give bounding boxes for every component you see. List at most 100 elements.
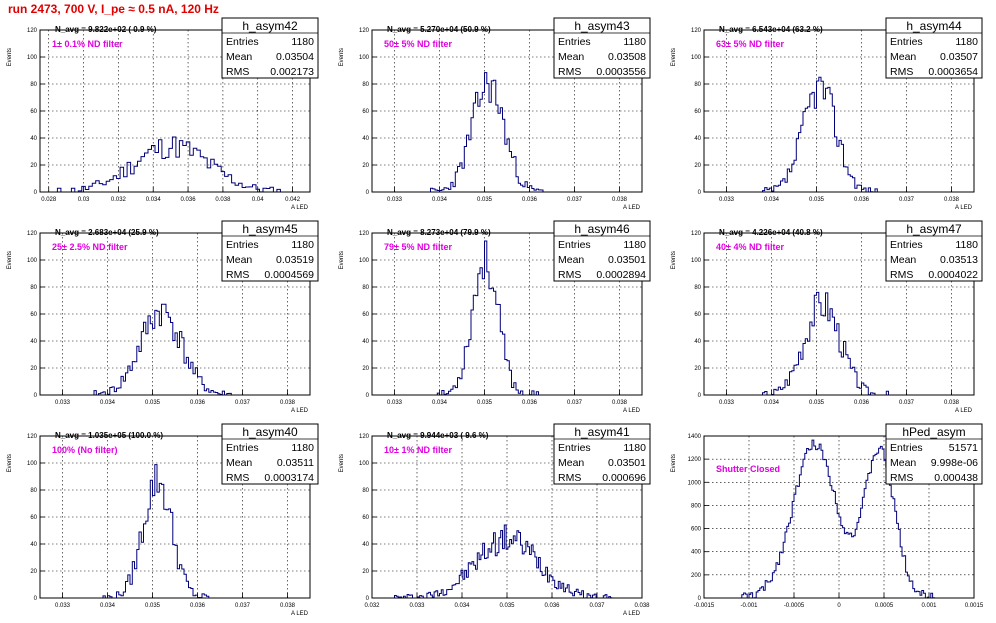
y-tick-label: 60 (30, 109, 37, 115)
stats-entries-label: Entries (558, 36, 591, 48)
stats-mean-value: 0.03519 (276, 254, 314, 266)
stats-mean-value: 0.03501 (608, 254, 646, 266)
n-avg-label: N_avg = 6.543e+04 (63.2 %) (719, 25, 823, 34)
y-tick-label: 20 (30, 569, 37, 575)
stats-mean-value: 0.03508 (608, 51, 646, 63)
stats-mean-label: Mean (890, 457, 916, 469)
y-tick-label: 40 (362, 136, 369, 142)
y-tick-label: 80 (694, 82, 701, 88)
page-title: run 2473, 700 V, I_pe ≈ 0.5 nA, 120 Hz (8, 2, 219, 16)
x-axis-label: A LED (291, 205, 309, 211)
histogram-plot: 0.033 0.034 0.035 0.036 0.037 0.038 0 20 40 60 80 1… (7, 220, 319, 414)
plot-frame (371, 435, 643, 599)
x-tick-label: 0.038 (280, 603, 296, 609)
histogram-plot: 0.033 0.034 0.035 0.036 0.037 0.038 0 20 40 60 80 1… (7, 423, 319, 617)
x-tick-label: 0.034 (432, 197, 448, 203)
x-tick-label: 0.037 (589, 603, 605, 609)
x-tick-label: 0.038 (215, 197, 231, 203)
stats-rms-value: 0.0002894 (596, 269, 646, 281)
y-tick-label: 0 (34, 393, 38, 399)
x-tick-label: 0.038 (944, 400, 960, 406)
y-tick-label: 40 (694, 339, 701, 345)
x-axis-label: A LED (291, 408, 309, 414)
x-tick-label: 0.036 (181, 197, 197, 203)
stats-box (221, 220, 319, 282)
stats-rms-label: RMS (558, 472, 581, 484)
x-tick-label: 0.033 (387, 197, 403, 203)
plot-frame (371, 232, 643, 396)
histogram-plot: 0.033 0.034 0.035 0.036 0.037 0.038 0 20 40 60 80 1… (671, 17, 983, 211)
stats-entries-value: 1180 (623, 239, 646, 251)
y-tick-label: 0 (34, 190, 38, 196)
stats-entries-value: 1180 (291, 36, 314, 48)
plot-frame (39, 232, 311, 396)
stats-entries-label: Entries (890, 36, 923, 48)
stats-rms-label: RMS (226, 472, 249, 484)
x-axis-label: A LED (291, 611, 309, 617)
histogram-plot: 0.033 0.034 0.035 0.036 0.037 0.038 0 20 40 60 80 1… (339, 17, 651, 211)
x-tick-label: 0.035 (809, 197, 825, 203)
histogram-bars (394, 524, 613, 599)
y-tick-label: 0 (698, 393, 702, 399)
plot-frame (371, 29, 643, 193)
y-tick-label: 120 (691, 28, 702, 34)
stats-entries-label: Entries (890, 239, 923, 251)
histogram-plot: 0.028 0.03 0.032 0.034 0.036 0.038 0.04 0.042 0 2… (7, 17, 319, 211)
y-tick-label: 60 (694, 312, 701, 318)
filter-label: 79± 5% ND filter (384, 242, 452, 252)
y-tick-label: 100 (359, 55, 370, 61)
plot-frame (703, 29, 975, 193)
y-tick-label: 40 (30, 136, 37, 142)
y-tick-label: 80 (362, 82, 369, 88)
stats-title: h_asym40 (242, 425, 298, 439)
filter-label: Shutter Closed (716, 464, 780, 474)
histogram-panel-hPed_asym: -0.0015 -0.001 -0.0005 0 0.0005 0.001 0.0015 0 2… (664, 416, 996, 623)
y-axis-label: Events (339, 48, 345, 66)
x-axis-label: A LED (955, 205, 973, 211)
y-tick-label: 20 (694, 163, 701, 169)
y-tick-label: 100 (27, 258, 38, 264)
stats-rms-value: 0.000438 (934, 472, 978, 484)
y-tick-label: 40 (362, 542, 369, 548)
y-tick-label: 20 (694, 366, 701, 372)
y-tick-label: 800 (691, 503, 702, 509)
histogram-plot: 0.033 0.034 0.035 0.036 0.037 0.038 0 20 40 60 80 1… (339, 220, 651, 414)
stats-entries-value: 1180 (955, 36, 978, 48)
x-tick-label: 0.037 (899, 400, 915, 406)
x-tick-label: 0.035 (499, 603, 515, 609)
stats-box (553, 17, 651, 79)
stats-mean-value: 0.03501 (608, 457, 646, 469)
stats-rms-value: 0.0003654 (928, 66, 978, 78)
y-tick-label: 40 (30, 542, 37, 548)
x-tick-label: 0.038 (634, 603, 650, 609)
x-tick-label: 0.032 (111, 197, 127, 203)
y-axis-label: Events (7, 48, 13, 66)
n-avg-label: N_avg = 9.944e+03 ( 9.6 %) (387, 431, 489, 440)
n-avg-label: N_avg = 2.683e+04 (25.9 %) (55, 228, 159, 237)
y-tick-label: 60 (362, 515, 369, 521)
y-tick-label: 80 (30, 488, 37, 494)
x-tick-label: 0.032 (364, 603, 380, 609)
x-tick-label: 0.036 (522, 400, 538, 406)
stats-box (221, 17, 319, 79)
stats-rms-value: 0.0004022 (928, 269, 978, 281)
stats-rms-value: 0.0003174 (264, 472, 314, 484)
histogram-bars (56, 136, 288, 193)
y-tick-label: 400 (691, 550, 702, 556)
n-avg-label: N_avg = 8.273e+04 (79.9 %) (387, 228, 491, 237)
x-tick-label: 0.034 (100, 603, 116, 609)
y-axis-label: Events (671, 454, 677, 472)
x-axis-label: A LED (955, 408, 973, 414)
stats-mean-label: Mean (226, 457, 252, 469)
stats-title: h_asym42 (242, 19, 298, 33)
x-tick-label: 0.035 (145, 603, 161, 609)
y-tick-label: 40 (694, 136, 701, 142)
y-tick-label: 100 (359, 461, 370, 467)
stats-mean-label: Mean (558, 51, 584, 63)
n-avg-label: N_avg = 4.226e+04 (40.8 %) (719, 228, 823, 237)
histogram-bars (762, 291, 889, 396)
x-tick-label: 0.036 (190, 603, 206, 609)
x-tick-label: 0.033 (387, 400, 403, 406)
x-tick-label: 0.034 (454, 603, 470, 609)
x-tick-label: 0.028 (41, 197, 57, 203)
